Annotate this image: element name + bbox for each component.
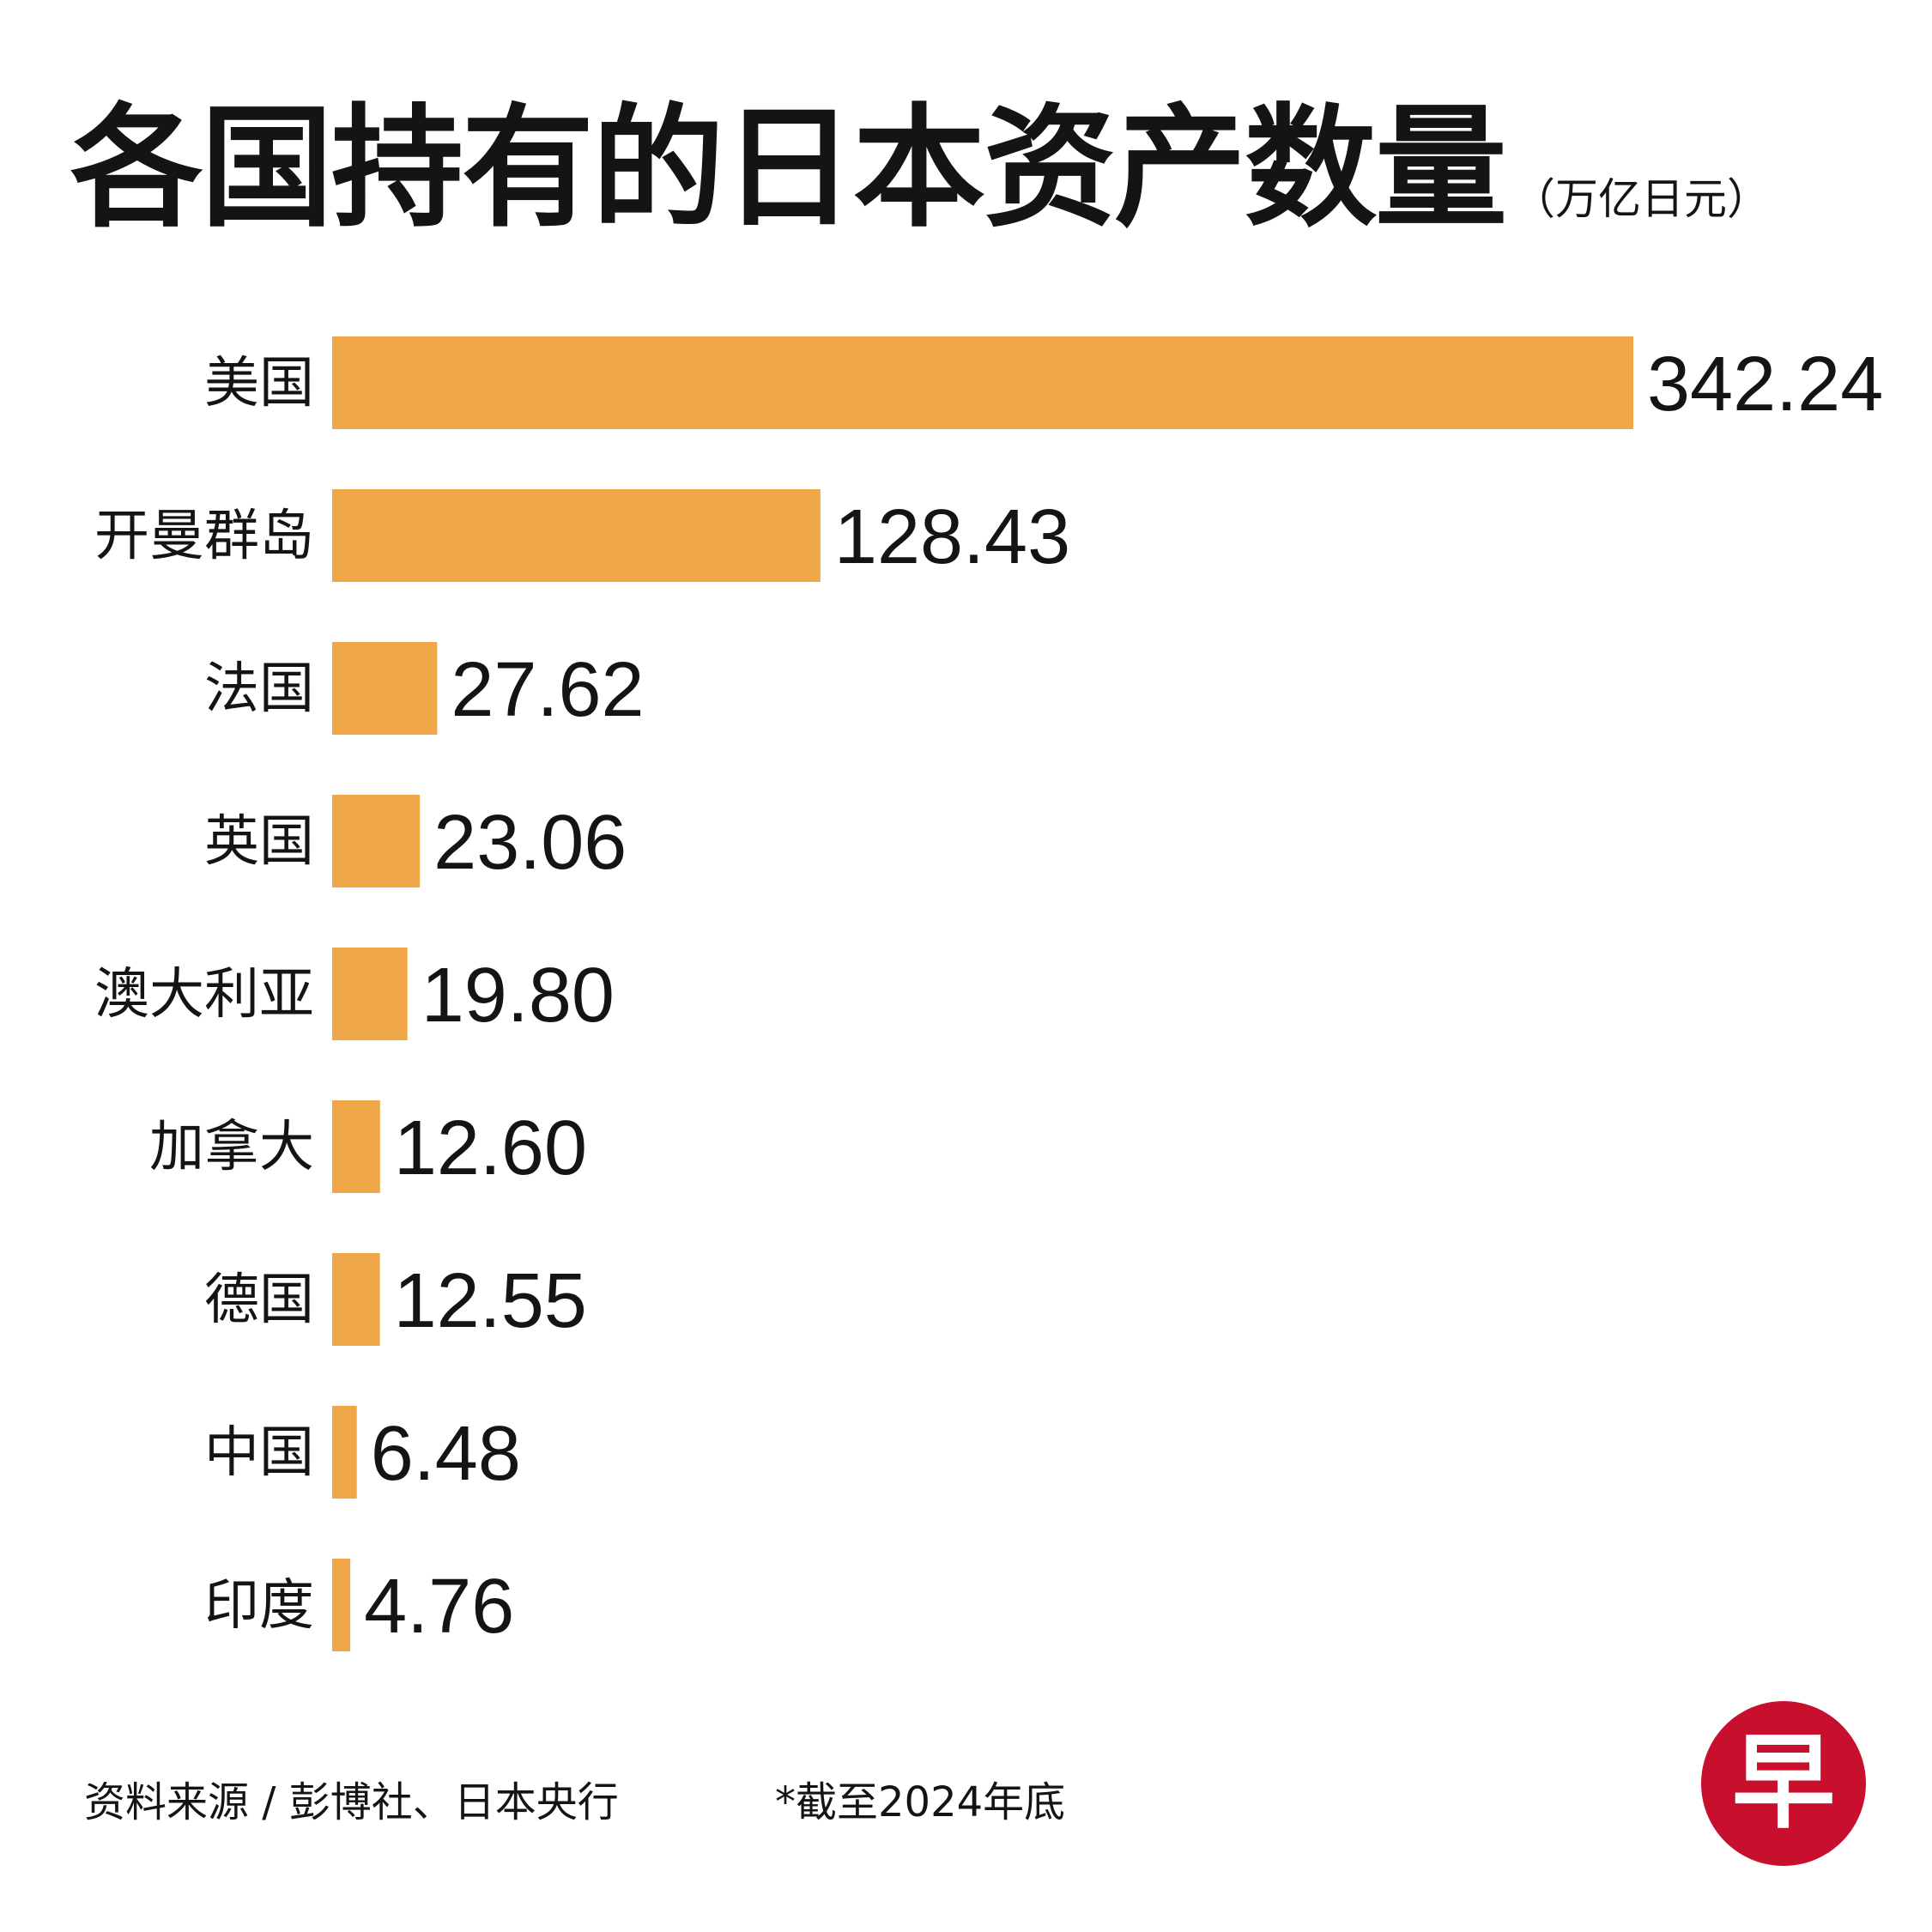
category-label: 加拿大 bbox=[149, 1116, 314, 1179]
category-label: 澳大利亚 bbox=[94, 963, 314, 1027]
category-label: 开曼群岛 bbox=[94, 505, 314, 568]
value-label: 19.80 bbox=[421, 953, 615, 1039]
category-label: 中国 bbox=[204, 1421, 314, 1485]
category-label: 美国 bbox=[204, 352, 314, 415]
bar bbox=[332, 642, 438, 735]
value-label: 4.76 bbox=[364, 1564, 514, 1650]
svg-text:早: 早 bbox=[1732, 1723, 1835, 1843]
bar bbox=[332, 336, 1633, 429]
date-note: *截至2024年底 bbox=[775, 1778, 1066, 1826]
bar bbox=[332, 1100, 380, 1193]
category-label: 印度 bbox=[204, 1574, 314, 1638]
value-label: 27.62 bbox=[451, 647, 644, 733]
bar bbox=[332, 1559, 351, 1651]
bar bbox=[332, 948, 408, 1040]
source-note: 资料来源 / 彭博社、日本央行 bbox=[84, 1778, 619, 1826]
value-label: 23.06 bbox=[433, 800, 627, 886]
value-label: 12.60 bbox=[394, 1105, 587, 1191]
value-label: 6.48 bbox=[371, 1411, 521, 1497]
bar bbox=[332, 795, 421, 887]
value-label: 128.43 bbox=[834, 494, 1070, 580]
unit-label: （万亿日元） bbox=[1512, 174, 1771, 224]
bar bbox=[332, 1253, 380, 1346]
value-label: 342.24 bbox=[1647, 342, 1883, 427]
category-label: 德国 bbox=[204, 1269, 314, 1332]
title-row: 各国持有的日本资产数量 （万亿日元） bbox=[70, 96, 1770, 242]
category-label: 英国 bbox=[204, 810, 314, 874]
bar bbox=[332, 489, 821, 582]
category-label: 法国 bbox=[204, 657, 314, 721]
bar bbox=[332, 1406, 357, 1499]
value-label: 12.55 bbox=[394, 1258, 587, 1344]
zaobao-logo-icon: 早 bbox=[1701, 1701, 1866, 1866]
chart-title: 各国持有的日本资产数量 bbox=[70, 92, 1507, 245]
